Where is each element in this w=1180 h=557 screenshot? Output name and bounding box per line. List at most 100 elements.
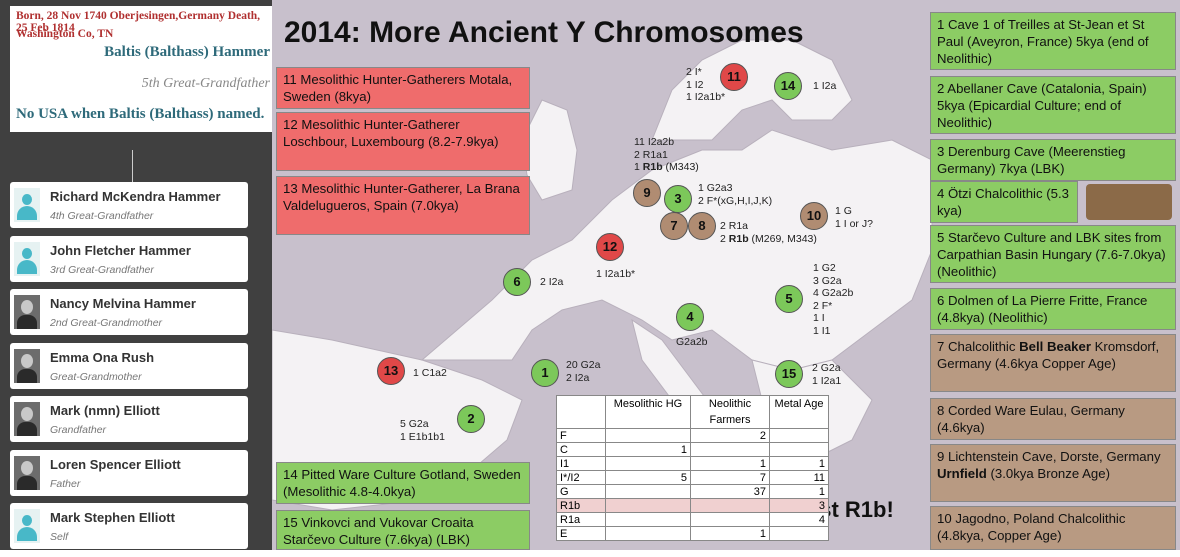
site-haplogroups: 2 I* 1 I2 1 I2a1b* <box>686 66 725 104</box>
site-haplogroups: 1 G2a3 2 F*(xG,H,I,J,K) <box>698 182 772 207</box>
site-marker-15: 15 <box>775 360 803 388</box>
table-cell: 5 <box>605 470 691 485</box>
ancestor-name: Baltis (Balthass) Hammer <box>104 44 270 60</box>
haplogroup-line: 1 I <box>813 312 825 324</box>
ancestor-card-relation: Grandfather <box>50 424 107 436</box>
table-cell <box>690 442 770 457</box>
site-number: 4 <box>937 186 945 201</box>
presentation-slide: 11 2 I* 1 I2 1 I2a1b* 14 1 I2a 9 11 I2a2b 2 R1a1… <box>272 0 1180 550</box>
ancestor-card[interactable]: Emma Ona Rush Great-Grandmother <box>10 342 248 389</box>
haplogroup-line: 1 C1a2 <box>413 367 447 379</box>
site-box-1: 1 Cave 1 of Treilles at St-Jean et St Pa… <box>930 12 1176 70</box>
site-description: Corded Ware Eulau, Germany (4.6kya) <box>937 403 1125 435</box>
site-description: Mesolithic Hunter-Gatherer, La Brana Val… <box>283 181 520 213</box>
avatar <box>14 402 40 436</box>
ancestor-card-name: Mark Stephen Elliott <box>50 510 175 525</box>
site-box-6: 6 Dolmen of La Pierre Fritte, France (4.… <box>930 288 1176 330</box>
site-description: Chalcolithic <box>948 339 1020 354</box>
site-description: Vinkovci and Vukovar Croaita Starčevo Cu… <box>283 515 474 547</box>
site-box-4: 4 Ötzi Chalcolithic (5.3 kya) <box>930 181 1078 223</box>
ancestor-card[interactable]: Mark (nmn) Elliott Grandfather <box>10 396 248 442</box>
site-haplogroups: 5 G2a 1 E1b1b1 <box>400 418 445 443</box>
haplogroup-line: 1 I2a <box>813 80 837 92</box>
site-box-10: 10 Jagodno, Poland Chalcolithic (4.8kya,… <box>930 506 1176 550</box>
table-cell: 11 <box>769 470 829 485</box>
site-haplogroups: 11 I2a2b 2 R1a1 1 R1b (M343) <box>634 136 699 174</box>
site-box-9: 9 Lichtenstein Cave, Dorste, Germany Urn… <box>930 444 1176 502</box>
haplogroup-line: 2 I2a <box>540 276 564 288</box>
ancestor-card[interactable]: Nancy Melvina Hammer 2nd Great-Grandmothe… <box>10 289 248 335</box>
table-cell <box>769 526 829 541</box>
ancestor-card[interactable]: Loren Spencer Elliott Father <box>10 449 248 496</box>
land-scandinavia <box>651 39 853 141</box>
table-cell <box>605 428 691 443</box>
table-cell: I*/I2 <box>556 470 606 485</box>
site-number: 15 <box>283 515 298 530</box>
haplogroup-line: G2a2b <box>676 336 708 348</box>
birth-death-dates: Born, 28 Nov 1740 Oberjesingen,Germany D… <box>16 10 261 34</box>
haplogroup-line: 1 G <box>835 205 852 217</box>
ancestor-card-relation: 4th Great-Grandfather <box>50 210 154 222</box>
person-placeholder-icon <box>14 241 40 276</box>
site-marker-7: 7 <box>660 212 688 240</box>
table-cell <box>605 512 691 527</box>
site-description: Starčevo Culture and LBK sites from Carp… <box>937 230 1166 279</box>
haplogroup-line-r1b: 2 R1b (M269, M343) <box>720 232 817 245</box>
ancestor-list: Richard McKendra Hammer 4th Great-Grandfa… <box>10 182 248 557</box>
site-box-7: 7 Chalcolithic Bell Beaker Kromsdorf, Ge… <box>930 334 1176 392</box>
table-cell: I1 <box>556 456 606 471</box>
haplogroup-line: 2 I* <box>686 66 702 78</box>
site-box-8: 8 Corded Ware Eulau, Germany (4.6kya) <box>930 398 1176 440</box>
site-box-3: 3 Derenburg Cave (Meerenstieg Germany) 7… <box>930 139 1176 181</box>
haplogroup-line: 3 G2a <box>813 274 842 287</box>
death-place: Washington Co, TN <box>16 28 114 40</box>
table-cell: R1b <box>556 498 606 513</box>
table-cell <box>605 498 691 513</box>
site-culture: Urnfield <box>937 466 987 481</box>
table-cell: 1 <box>690 456 770 471</box>
ancestor-card-relation: 3rd Great-Grandfather <box>50 263 154 276</box>
site-haplogroups: 2 R1a 2 R1b (M269, M343) <box>720 220 817 245</box>
site-number: 14 <box>283 467 298 482</box>
otzi-image <box>1086 184 1172 220</box>
site-marker-2: 2 <box>457 405 485 433</box>
avatar <box>14 455 40 490</box>
table-row: I*/I2 5 7 11 <box>556 470 829 485</box>
site-description: Mesolithic Hunter-Gatherers Motala, Swed… <box>283 72 513 104</box>
site-marker-6: 6 <box>503 268 531 296</box>
site-box-2: 2 Abellaner Cave (Catalonia, Spain) 5kya… <box>930 76 1176 134</box>
site-marker-13: 13 <box>377 357 405 385</box>
site-marker-4: 4 <box>676 303 704 331</box>
table-cell <box>690 512 770 527</box>
ancestor-card[interactable]: John Fletcher Hammer 3rd Great-Grandfathe… <box>10 235 248 282</box>
site-description: Cave 1 of Treilles at St-Jean et St Paul… <box>937 17 1149 66</box>
haplogroup-line: 1 G2 <box>813 262 836 274</box>
site-number: 8 <box>937 403 945 418</box>
avatar <box>14 348 40 383</box>
site-box-5: 5 Starčevo Culture and LBK sites from Ca… <box>930 225 1176 283</box>
table-cell: 3 <box>769 498 829 513</box>
site-marker-14: 14 <box>774 72 802 100</box>
table-cell: F <box>556 428 606 443</box>
site-number: 11 <box>283 72 297 87</box>
ancestor-relation: 5th Great-Grandfather <box>141 76 270 91</box>
site-box-14: 14 Pitted Ware Culture Gotland, Sweden (… <box>276 462 530 504</box>
table-row: I1 1 1 <box>556 456 829 471</box>
table-cell: 37 <box>690 484 770 499</box>
table-cell: 2 <box>690 428 770 443</box>
ancestor-card[interactable]: Mark Stephen Elliott Self <box>10 503 248 549</box>
ancestor-card-name: Nancy Melvina Hammer <box>50 296 196 311</box>
table-header <box>556 395 606 429</box>
haplogroup-line: 1 I2 <box>686 78 704 91</box>
ancestor-card-name: John Fletcher Hammer <box>50 242 191 258</box>
site-description: Pitted Ware Culture Gotland, Sweden (Mes… <box>283 467 521 499</box>
table-cell: 1 <box>769 456 829 471</box>
haplogroup-line: 5 G2a <box>400 418 429 430</box>
site-description: Ötzi Chalcolithic (5.3 kya) <box>937 186 1069 218</box>
ancestor-card[interactable]: Richard McKendra Hammer 4th Great-Grandfa… <box>10 182 248 228</box>
site-haplogroups: 1 C1a2 <box>413 367 447 380</box>
table-row: R1a 4 <box>556 512 829 527</box>
